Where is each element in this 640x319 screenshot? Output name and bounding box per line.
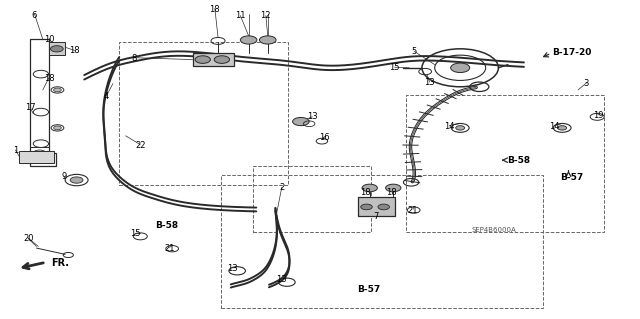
Bar xyxy=(19,151,54,163)
Text: 4: 4 xyxy=(104,92,109,101)
Polygon shape xyxy=(49,42,65,55)
Text: 21: 21 xyxy=(408,206,419,215)
Text: FR.: FR. xyxy=(51,258,69,268)
Circle shape xyxy=(557,126,566,130)
Text: 16: 16 xyxy=(319,133,330,142)
Circle shape xyxy=(386,184,401,192)
Text: 5: 5 xyxy=(412,48,417,56)
Circle shape xyxy=(54,88,61,92)
Circle shape xyxy=(214,56,230,63)
Text: B-57: B-57 xyxy=(357,285,380,294)
Text: 13: 13 xyxy=(227,264,238,273)
Text: 13: 13 xyxy=(424,78,435,86)
Text: B-58: B-58 xyxy=(507,156,530,165)
Circle shape xyxy=(292,117,309,126)
Text: 14: 14 xyxy=(444,122,454,131)
Text: B-58: B-58 xyxy=(156,221,179,230)
Text: 21: 21 xyxy=(164,243,175,253)
Circle shape xyxy=(378,204,390,210)
Bar xyxy=(253,166,371,232)
Text: 8: 8 xyxy=(131,54,136,63)
Text: 13: 13 xyxy=(307,112,317,121)
Circle shape xyxy=(241,36,257,44)
Text: 19: 19 xyxy=(593,111,604,120)
Text: 17: 17 xyxy=(25,103,35,112)
Circle shape xyxy=(51,46,63,52)
Text: 9: 9 xyxy=(61,172,67,182)
Text: 18: 18 xyxy=(360,188,371,197)
Bar xyxy=(358,197,395,216)
Bar xyxy=(221,175,543,308)
Circle shape xyxy=(54,126,61,130)
Text: 10: 10 xyxy=(44,35,54,44)
Text: 6: 6 xyxy=(32,11,37,20)
Text: 18: 18 xyxy=(44,74,54,83)
Circle shape xyxy=(70,177,83,183)
Circle shape xyxy=(195,56,211,63)
Bar xyxy=(119,42,288,185)
Circle shape xyxy=(451,63,470,72)
Text: 11: 11 xyxy=(235,11,246,20)
Circle shape xyxy=(362,184,378,192)
Text: B-57: B-57 xyxy=(560,173,584,182)
Text: 1: 1 xyxy=(13,145,18,154)
Circle shape xyxy=(361,204,372,210)
Text: 22: 22 xyxy=(135,141,145,150)
Circle shape xyxy=(259,36,276,44)
Text: SEP4B6000A: SEP4B6000A xyxy=(471,227,516,233)
Bar xyxy=(193,53,234,66)
Text: 13: 13 xyxy=(276,275,287,284)
Bar xyxy=(406,95,604,232)
Text: 12: 12 xyxy=(260,11,271,20)
Text: B-17-20: B-17-20 xyxy=(552,48,592,57)
Text: 3: 3 xyxy=(584,79,589,88)
Text: 20: 20 xyxy=(23,234,33,243)
Text: 2: 2 xyxy=(279,183,284,192)
Text: 18: 18 xyxy=(386,188,397,197)
Text: 15: 15 xyxy=(389,63,400,72)
Circle shape xyxy=(456,126,465,130)
Text: 18: 18 xyxy=(69,46,80,55)
Text: 18: 18 xyxy=(209,5,220,14)
Text: 7: 7 xyxy=(373,212,379,221)
Text: 15: 15 xyxy=(130,229,140,238)
Text: 14: 14 xyxy=(549,122,560,131)
